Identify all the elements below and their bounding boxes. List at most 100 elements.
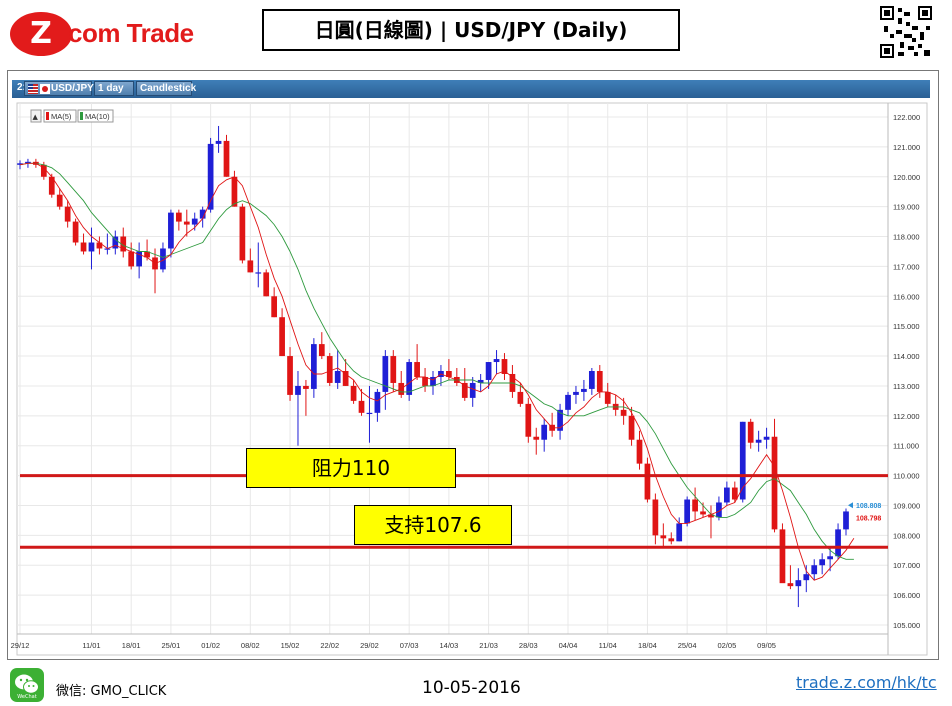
- candle-body: [271, 296, 278, 318]
- legend-collapse-button[interactable]: [30, 109, 42, 123]
- candle-body: [215, 140, 222, 144]
- x-tick-label: 11/04: [599, 641, 617, 650]
- candle-body: [446, 371, 452, 377]
- candle-body: [414, 362, 420, 377]
- candle-body: [303, 385, 309, 389]
- y-tick-label: 120.000: [893, 173, 920, 182]
- candle-body: [581, 388, 587, 392]
- candle-body: [557, 409, 563, 431]
- candle-body: [422, 376, 428, 386]
- candle-body: [477, 379, 484, 383]
- qr-code-icon: [880, 6, 932, 58]
- y-axis: 122.000 121.000 120.000 119.000 118.000 117.0…: [893, 113, 920, 630]
- candle-body: [827, 556, 833, 560]
- candle-body: [191, 218, 198, 225]
- candle-body: [676, 523, 683, 542]
- legend-collapse-glyph: ▲: [33, 113, 39, 121]
- candle-body: [80, 242, 87, 252]
- candle-body: [588, 371, 595, 389]
- candle-body: [56, 194, 63, 207]
- wechat-label: WeChat: [17, 694, 37, 700]
- support-annotation: 支持107.6: [354, 505, 512, 545]
- report-date: 10-05-2016: [422, 678, 521, 698]
- moving-averages: [19, 162, 855, 581]
- chart-style-selector[interactable]: Candlestick: [136, 81, 196, 96]
- legend-ma5-box[interactable]: [43, 109, 77, 123]
- website-link[interactable]: trade.z.com/hk/tc: [796, 673, 937, 692]
- logo-z-mark: Z: [10, 12, 72, 56]
- candle-body: [700, 511, 706, 515]
- y-tick-label: 110.000: [893, 472, 920, 481]
- wechat-icon: WeChat: [10, 668, 44, 702]
- y-tick-label: 108.000: [893, 531, 920, 540]
- y-tick-label: 105.000: [893, 621, 920, 630]
- candle-body: [366, 412, 373, 415]
- candle-body: [684, 499, 691, 524]
- candle-body: [64, 206, 71, 222]
- candle-body: [287, 356, 293, 395]
- last-price-label: 108.798: [856, 516, 881, 523]
- candle-body: [620, 409, 627, 416]
- logo-text: com Trade: [68, 18, 194, 48]
- x-tick-label: 18/01: [122, 641, 141, 650]
- candle-body: [787, 583, 794, 587]
- candle-body: [40, 164, 47, 177]
- candle-body: [406, 362, 413, 395]
- candle-body: [48, 176, 55, 195]
- y-tick-label: 107.000: [893, 561, 920, 570]
- ma10-line: [19, 162, 854, 560]
- candle-body: [295, 385, 301, 395]
- interval-selector[interactable]: 1 day: [94, 81, 134, 96]
- legend-ma10-box[interactable]: [77, 109, 114, 123]
- candle-body: [326, 356, 333, 383]
- x-tick-label: 28/03: [519, 641, 538, 650]
- candle-body: [461, 382, 468, 398]
- candle-body: [755, 439, 762, 443]
- candle-body: [112, 236, 119, 249]
- candle-body: [311, 344, 317, 389]
- candle-body: [144, 251, 150, 258]
- legend-ma5-label: MA(5): [51, 112, 72, 121]
- candle-body: [430, 376, 436, 386]
- candle-body: [263, 272, 270, 297]
- candle-body: [573, 391, 579, 395]
- candle-body: [247, 260, 254, 273]
- candle-body: [96, 242, 103, 249]
- x-axis: 29/12 11/01 18/01 25/01 01/02 08/02 15/02 22/02…: [11, 641, 776, 650]
- candle-body: [255, 272, 262, 274]
- candle-body: [469, 382, 476, 398]
- candle-body: [811, 565, 818, 575]
- candle-body: [239, 206, 246, 261]
- zcom-trade-logo: Z com Trade: [10, 12, 210, 60]
- candle-body: [716, 502, 722, 518]
- candle-body: [128, 251, 135, 267]
- candle-body: [565, 394, 571, 410]
- x-tick-label: 08/02: [241, 641, 260, 650]
- candle-body: [334, 371, 341, 383]
- plot-area: [16, 102, 928, 656]
- y-tick-label: 117.000: [893, 262, 920, 271]
- candle-body: [795, 580, 802, 587]
- y-tick-label: 119.000: [893, 203, 920, 212]
- candle-body: [17, 163, 23, 165]
- candle-body: [604, 391, 611, 404]
- candle-body: [596, 371, 603, 392]
- candle-body: [747, 421, 754, 443]
- x-tick-label: 25/04: [678, 641, 697, 650]
- x-tick-label: 29/12: [11, 641, 30, 650]
- x-tick-label: 25/01: [162, 641, 181, 650]
- candle-body: [731, 487, 738, 500]
- candle-body: [652, 499, 659, 536]
- y-tick-label: 111.000: [893, 442, 919, 451]
- candle-body: [533, 436, 540, 440]
- symbol-label: USD/JPY: [51, 83, 94, 94]
- x-tick-label: 02/05: [717, 641, 736, 650]
- candle-body: [104, 248, 111, 250]
- candle-body: [668, 538, 675, 542]
- candle-body: [175, 212, 182, 222]
- x-tick-label: 21/03: [479, 641, 498, 650]
- candle-body: [644, 463, 651, 500]
- candle-body: [160, 248, 166, 270]
- candle-body: [374, 391, 381, 413]
